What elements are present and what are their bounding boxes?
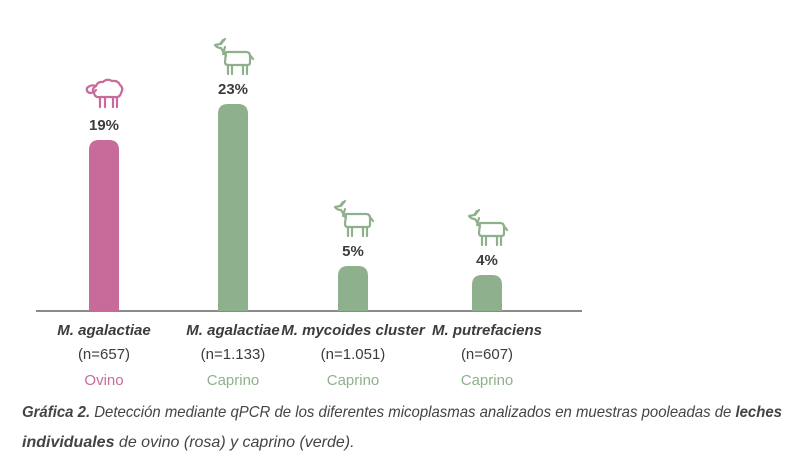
value-label: 19% <box>89 117 119 134</box>
category-label: M. putrefaciens <box>432 322 542 339</box>
sample-size: (n=607) <box>461 346 513 363</box>
icon-body <box>477 221 506 238</box>
species-label: Caprino <box>207 372 260 389</box>
caption-line: individuales de ovino (rosa) y caprino (… <box>22 434 355 451</box>
icon-head <box>85 84 98 95</box>
animal-icon <box>467 208 509 247</box>
caption-end: de ovino (rosa) y caprino (verde). <box>119 434 355 451</box>
bar <box>218 104 248 311</box>
icon-head <box>213 37 228 58</box>
species-label: Caprino <box>461 372 514 389</box>
icon-head <box>333 199 348 220</box>
sample-size: (n=1.133) <box>201 346 266 363</box>
icon-legs <box>226 53 255 76</box>
category-label: M. agalactiae <box>57 322 150 339</box>
animal-icon <box>213 37 255 76</box>
sample-size: (n=657) <box>78 346 130 363</box>
bar <box>472 275 502 311</box>
icon-body <box>223 50 252 67</box>
icon-legs <box>346 215 375 238</box>
icon-legs <box>98 96 119 109</box>
bar <box>338 266 368 311</box>
animal-icon <box>85 78 124 109</box>
caption-text: Detección mediante qPCR de los diferente… <box>94 404 731 421</box>
caption-label: Gráfica 2. <box>22 404 90 421</box>
category-label: M. mycoides cluster <box>281 322 426 339</box>
animal-icon <box>333 199 375 238</box>
category-label: M. agalactiae <box>186 322 279 339</box>
bar <box>89 140 119 311</box>
icon-head <box>467 208 482 229</box>
value-label: 23% <box>218 81 248 98</box>
icon-body <box>343 212 372 229</box>
caption-line: Gráfica 2. Detección mediante qPCR de lo… <box>22 404 782 421</box>
icon-body <box>91 78 124 99</box>
caption-bold: individuales <box>22 434 115 451</box>
sample-size: (n=1.051) <box>321 346 386 363</box>
icon-legs <box>480 224 509 247</box>
caption-bold: leches <box>735 404 782 421</box>
species-label: Caprino <box>327 372 380 389</box>
species-label: Ovino <box>84 372 123 389</box>
value-label: 5% <box>342 243 364 260</box>
value-label: 4% <box>476 252 498 269</box>
